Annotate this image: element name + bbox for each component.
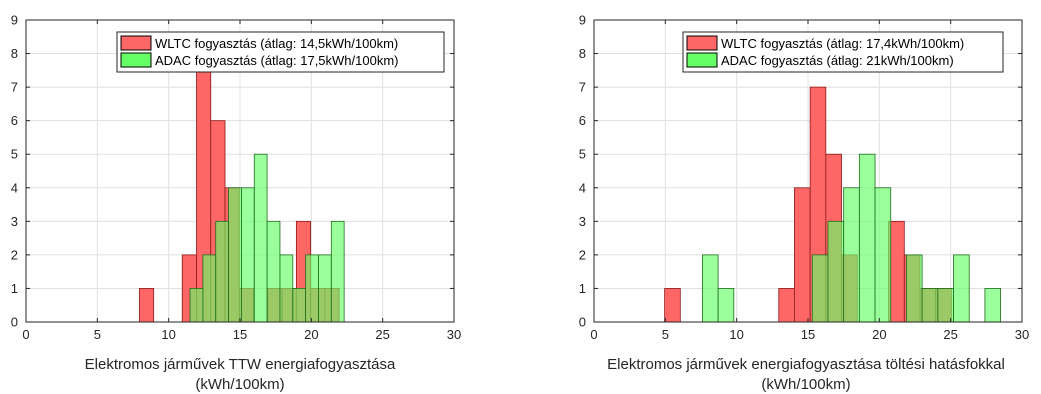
histogram-bar-adac bbox=[827, 220, 845, 323]
y-tick-label: 4 bbox=[579, 180, 586, 195]
histogram-bar-adac bbox=[279, 254, 294, 323]
histogram-bar-adac bbox=[228, 187, 242, 323]
legend-label-adac-left: ADAC fogyasztás (átlag: 17,5kWh/100km) bbox=[155, 53, 399, 68]
chart-panel-right: 0 5 10 15 20 25 30 0 1 2 3 4 5 6 7 8 9 WLTC fogyasztás (… bbox=[579, 13, 1029, 394]
x-tick-label: 15 bbox=[233, 327, 247, 342]
x-tick-label: 25 bbox=[943, 327, 957, 342]
x-tick-label: 20 bbox=[872, 327, 886, 342]
legend-label-wltc-right: WLTC fogyasztás (átlag: 17,4kWh/100km) bbox=[721, 36, 964, 51]
legend-left: WLTC fogyasztás (átlag: 14,5kWh/100km) A… bbox=[116, 31, 445, 73]
x-tick-label: 25 bbox=[375, 327, 389, 342]
histogram-bar-adac bbox=[874, 187, 892, 323]
histogram-bar-adac bbox=[717, 288, 735, 323]
x-tick-label: 30 bbox=[1015, 327, 1029, 342]
x-axis-unit-right: (kWh/100km) bbox=[761, 376, 850, 393]
histogram-bar-wltc bbox=[664, 288, 681, 323]
histogram-bar-wltc bbox=[778, 288, 795, 323]
histogram-bar-adac bbox=[858, 153, 876, 323]
histogram-bar-adac bbox=[266, 220, 281, 323]
histogram-bar-adac bbox=[215, 220, 229, 323]
x-axis-label-right: Elektromos járművek energiafogyasztása t… bbox=[607, 356, 1005, 373]
y-tick-label: 0 bbox=[579, 315, 586, 330]
x-axis-label-left: Elektromos járművek TTW energiafogyasztá… bbox=[85, 356, 396, 373]
y-tick-label: 2 bbox=[11, 247, 18, 262]
legend-swatch-wltc-right bbox=[686, 35, 718, 51]
histogram-bar-adac bbox=[984, 288, 1002, 323]
legend-swatch-adac-right bbox=[686, 52, 718, 68]
x-tick-label: 10 bbox=[161, 327, 175, 342]
histogram-bar-adac bbox=[953, 254, 970, 323]
x-tick-label: 0 bbox=[22, 327, 29, 342]
x-tick-label: 10 bbox=[729, 327, 743, 342]
y-tick-label: 1 bbox=[11, 281, 18, 296]
y-tick-label: 7 bbox=[579, 80, 586, 95]
legend-label-wltc-left: WLTC fogyasztás (átlag: 14,5kWh/100km) bbox=[155, 36, 398, 51]
y-tick-label: 5 bbox=[579, 147, 586, 162]
histogram-bar-wltc bbox=[139, 288, 155, 323]
bars-left bbox=[139, 53, 345, 323]
bars-right bbox=[664, 86, 1002, 323]
legend-label-adac-right: ADAC fogyasztás (átlag: 21kWh/100km) bbox=[721, 53, 954, 68]
legend-swatch-wltc-left bbox=[120, 35, 152, 51]
y-tick-label: 7 bbox=[11, 80, 18, 95]
chart-panel-left: 0 5 10 15 20 25 30 0 1 2 3 4 5 6 7 8 9 WLTC fogyasztás (… bbox=[11, 13, 461, 394]
histogram-bar-adac bbox=[253, 153, 268, 323]
x-tick-label: 15 bbox=[801, 327, 815, 342]
histogram-bar-adac bbox=[937, 288, 954, 323]
x-tick-label: 20 bbox=[304, 327, 318, 342]
y-tick-label: 3 bbox=[579, 214, 586, 229]
y-tick-label: 6 bbox=[11, 113, 18, 128]
legend-box-right bbox=[682, 31, 1004, 73]
histogram-bar-adac bbox=[318, 254, 332, 323]
y-tick-label: 1 bbox=[579, 281, 586, 296]
y-tick-label: 6 bbox=[579, 113, 586, 128]
y-tick-label: 9 bbox=[11, 13, 18, 28]
y-tick-label: 8 bbox=[579, 46, 586, 61]
histogram-bar-adac bbox=[241, 187, 255, 323]
y-tick-label: 4 bbox=[11, 180, 18, 195]
y-tick-label: 3 bbox=[11, 214, 18, 229]
legend-right: WLTC fogyasztás (átlag: 17,4kWh/100km) A… bbox=[682, 31, 1004, 73]
histogram-bar-adac bbox=[921, 288, 939, 323]
y-tick-label: 9 bbox=[579, 13, 586, 28]
y-tick-label: 2 bbox=[579, 247, 586, 262]
ticks-left: 0 5 10 15 20 25 30 0 1 2 3 4 5 6 7 8 9 bbox=[11, 13, 461, 343]
x-tick-label: 30 bbox=[447, 327, 461, 342]
histogram-bar-adac bbox=[202, 254, 217, 323]
legend-swatch-adac-left bbox=[120, 52, 152, 68]
histogram-bar-adac bbox=[330, 220, 345, 323]
x-tick-label: 5 bbox=[662, 327, 669, 342]
histogram-bar-adac bbox=[906, 254, 923, 323]
x-tick-label: 0 bbox=[590, 327, 597, 342]
histogram-bar-adac bbox=[189, 288, 204, 323]
histogram-bar-wltc bbox=[794, 187, 811, 323]
histogram-bar-adac bbox=[811, 254, 829, 323]
legend-box-left bbox=[116, 31, 445, 73]
x-tick-label: 5 bbox=[94, 327, 101, 342]
ticks-right: 0 5 10 15 20 25 30 0 1 2 3 4 5 6 7 8 9 bbox=[579, 13, 1029, 343]
y-tick-label: 8 bbox=[11, 46, 18, 61]
y-tick-label: 5 bbox=[11, 147, 18, 162]
histogram-bar-adac bbox=[305, 254, 319, 323]
histogram-bar-adac bbox=[843, 187, 860, 323]
histogram-bar-adac bbox=[292, 288, 307, 323]
histogram-bar-adac bbox=[702, 254, 719, 323]
x-axis-unit-left: (kWh/100km) bbox=[195, 376, 284, 393]
y-tick-label: 0 bbox=[11, 315, 18, 330]
